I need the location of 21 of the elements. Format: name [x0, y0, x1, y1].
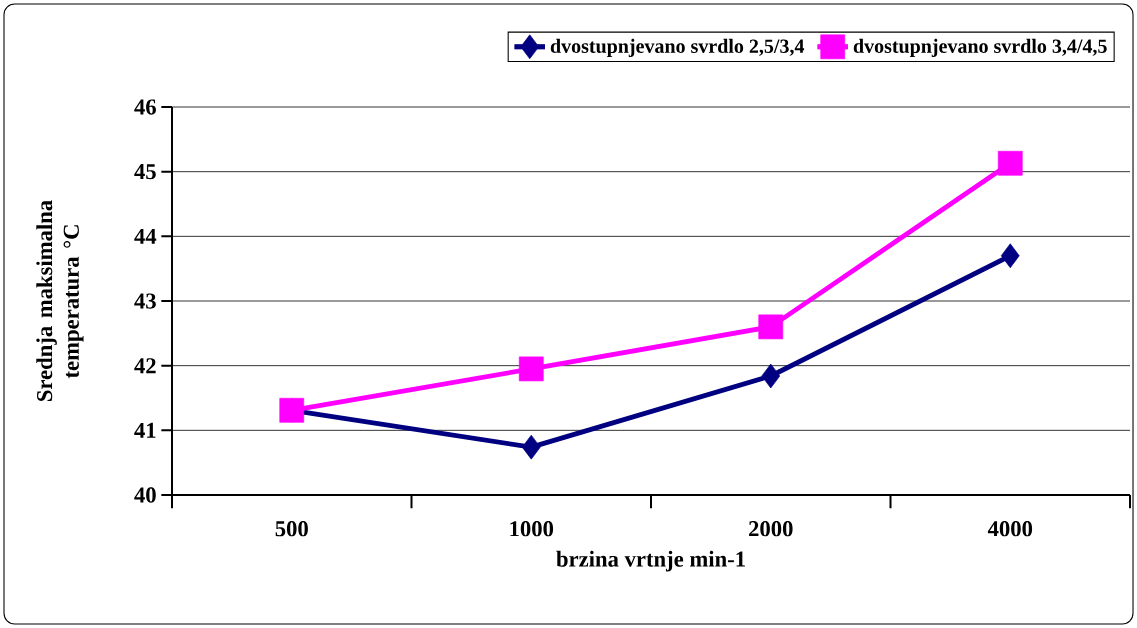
- x-tick-label: 1000: [510, 521, 554, 537]
- x-tick-label: 4000: [987, 521, 1033, 537]
- y-tick-label: 46: [134, 99, 156, 115]
- point: [997, 150, 1023, 176]
- point: [1000, 243, 1020, 269]
- point: [758, 314, 784, 340]
- y-axis-title: Srednja maksimalna temperatura °C: [36, 200, 84, 401]
- x-tick-label: 2000: [749, 521, 793, 537]
- legend-label: dvostupnjevano svrdlo 3,4/4,5: [853, 38, 1107, 57]
- point: [761, 363, 781, 389]
- y-tick-label: 43: [134, 293, 156, 309]
- y-tick-label: 45: [134, 164, 156, 180]
- point: [521, 434, 541, 460]
- x-tick-label: 500: [275, 521, 308, 537]
- x-axis-title: brzina vrtnje min-1: [556, 550, 745, 572]
- legend-label: dvostupnjevano svrdlo 2,5/3,4: [550, 38, 805, 57]
- y-tick-label: 41: [134, 422, 156, 438]
- y-tick-label: 44: [134, 228, 157, 244]
- point: [518, 356, 544, 382]
- y-tick-label: 40: [134, 487, 156, 503]
- y-tick-label: 42: [134, 358, 156, 374]
